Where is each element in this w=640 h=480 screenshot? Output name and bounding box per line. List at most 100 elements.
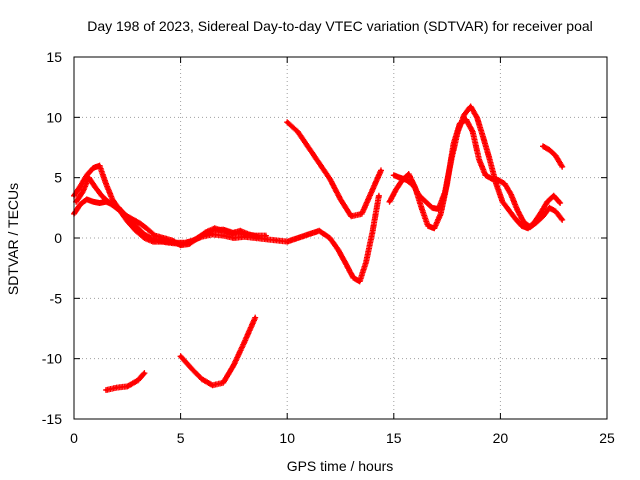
data-point [345, 264, 349, 268]
data-point [170, 238, 174, 242]
data-point [509, 193, 513, 197]
data-point [93, 185, 97, 189]
data-point [475, 115, 479, 119]
data-point [471, 130, 475, 134]
data-point [462, 113, 466, 117]
data-point [296, 130, 300, 134]
data-point [513, 217, 517, 221]
data-point [328, 177, 332, 181]
axis-ticks: 0 5 10 15 20 25 -15 -10 -5 0 5 10 15 [42, 49, 615, 446]
y-axis-label: SDTVAR / TECUs [5, 183, 21, 295]
series-track-i [540, 143, 566, 170]
data-point [104, 182, 108, 186]
data-point [420, 206, 424, 210]
data-point [413, 185, 417, 189]
data-point [151, 240, 155, 244]
data-point [545, 200, 549, 204]
data-point [317, 229, 321, 233]
data-point [232, 363, 236, 367]
x-tick-label: 25 [599, 430, 615, 446]
x-axis-label: GPS time / hours [287, 458, 394, 474]
data-point [115, 386, 119, 390]
y-tick-label: -5 [50, 290, 63, 306]
data-point [547, 206, 551, 210]
data-point [200, 377, 204, 381]
x-tick-label: 10 [279, 430, 295, 446]
data-point [211, 383, 215, 387]
series-track-c [73, 174, 261, 249]
data-point [469, 104, 473, 108]
data-point [153, 234, 157, 238]
data-point [560, 165, 564, 169]
data-point [370, 188, 374, 192]
x-tick-label: 5 [177, 430, 185, 446]
data-point [187, 242, 191, 246]
data-point [307, 146, 311, 149]
data-point [432, 226, 436, 230]
data-point [400, 178, 404, 182]
data-point [349, 214, 353, 218]
data-point [285, 120, 289, 124]
data-point [81, 190, 85, 194]
data-point [477, 158, 481, 162]
data-point [451, 142, 455, 146]
data-point [98, 164, 102, 168]
data-point [91, 166, 95, 170]
y-tick-label: -15 [42, 411, 62, 427]
data-point [189, 366, 193, 370]
data-point [275, 238, 279, 242]
data-point [247, 232, 251, 236]
data-point [100, 194, 104, 198]
data-point [136, 378, 140, 382]
data-point [104, 388, 108, 392]
data-point [162, 236, 166, 240]
data-point [238, 229, 242, 233]
y-tick-label: -10 [42, 351, 62, 367]
data-point [464, 118, 468, 122]
data-point [125, 384, 129, 388]
data-point [370, 230, 374, 234]
data-point [317, 161, 321, 165]
data-point [125, 214, 129, 218]
data-point [339, 197, 342, 201]
data-point [98, 201, 102, 205]
data-point [87, 176, 91, 180]
data-point [528, 225, 532, 229]
data-point [503, 182, 507, 186]
chart-title: Day 198 of 2023, Sidereal Day-to-day VTE… [87, 18, 593, 34]
data-point [144, 226, 148, 230]
data-point [264, 237, 268, 241]
data-point [388, 200, 392, 204]
data-point [392, 173, 396, 177]
data-point [142, 371, 146, 375]
data-point [253, 316, 257, 320]
data-point [481, 136, 485, 140]
data-point [307, 232, 311, 236]
data-point [125, 219, 129, 223]
data-point [179, 354, 183, 358]
data-point [407, 172, 411, 176]
data-point [458, 121, 462, 125]
data-point [221, 234, 225, 238]
data-point [394, 188, 398, 192]
data-point [377, 194, 381, 198]
y-tick-label: 10 [46, 109, 62, 125]
data-point [439, 212, 443, 216]
data-point [539, 211, 543, 215]
data-point [110, 197, 114, 201]
data-point [255, 235, 259, 239]
data-point [445, 182, 449, 186]
data-point [535, 220, 539, 224]
data-point [196, 236, 200, 240]
y-tick-label: 5 [54, 170, 62, 186]
data-point [554, 154, 558, 158]
data-point [558, 201, 562, 205]
data-point [221, 381, 225, 385]
series-track-h [386, 116, 566, 232]
data-point [552, 194, 556, 198]
data-point [547, 148, 551, 152]
data-point [74, 200, 78, 204]
data-point [285, 240, 289, 244]
data-point [360, 212, 364, 216]
